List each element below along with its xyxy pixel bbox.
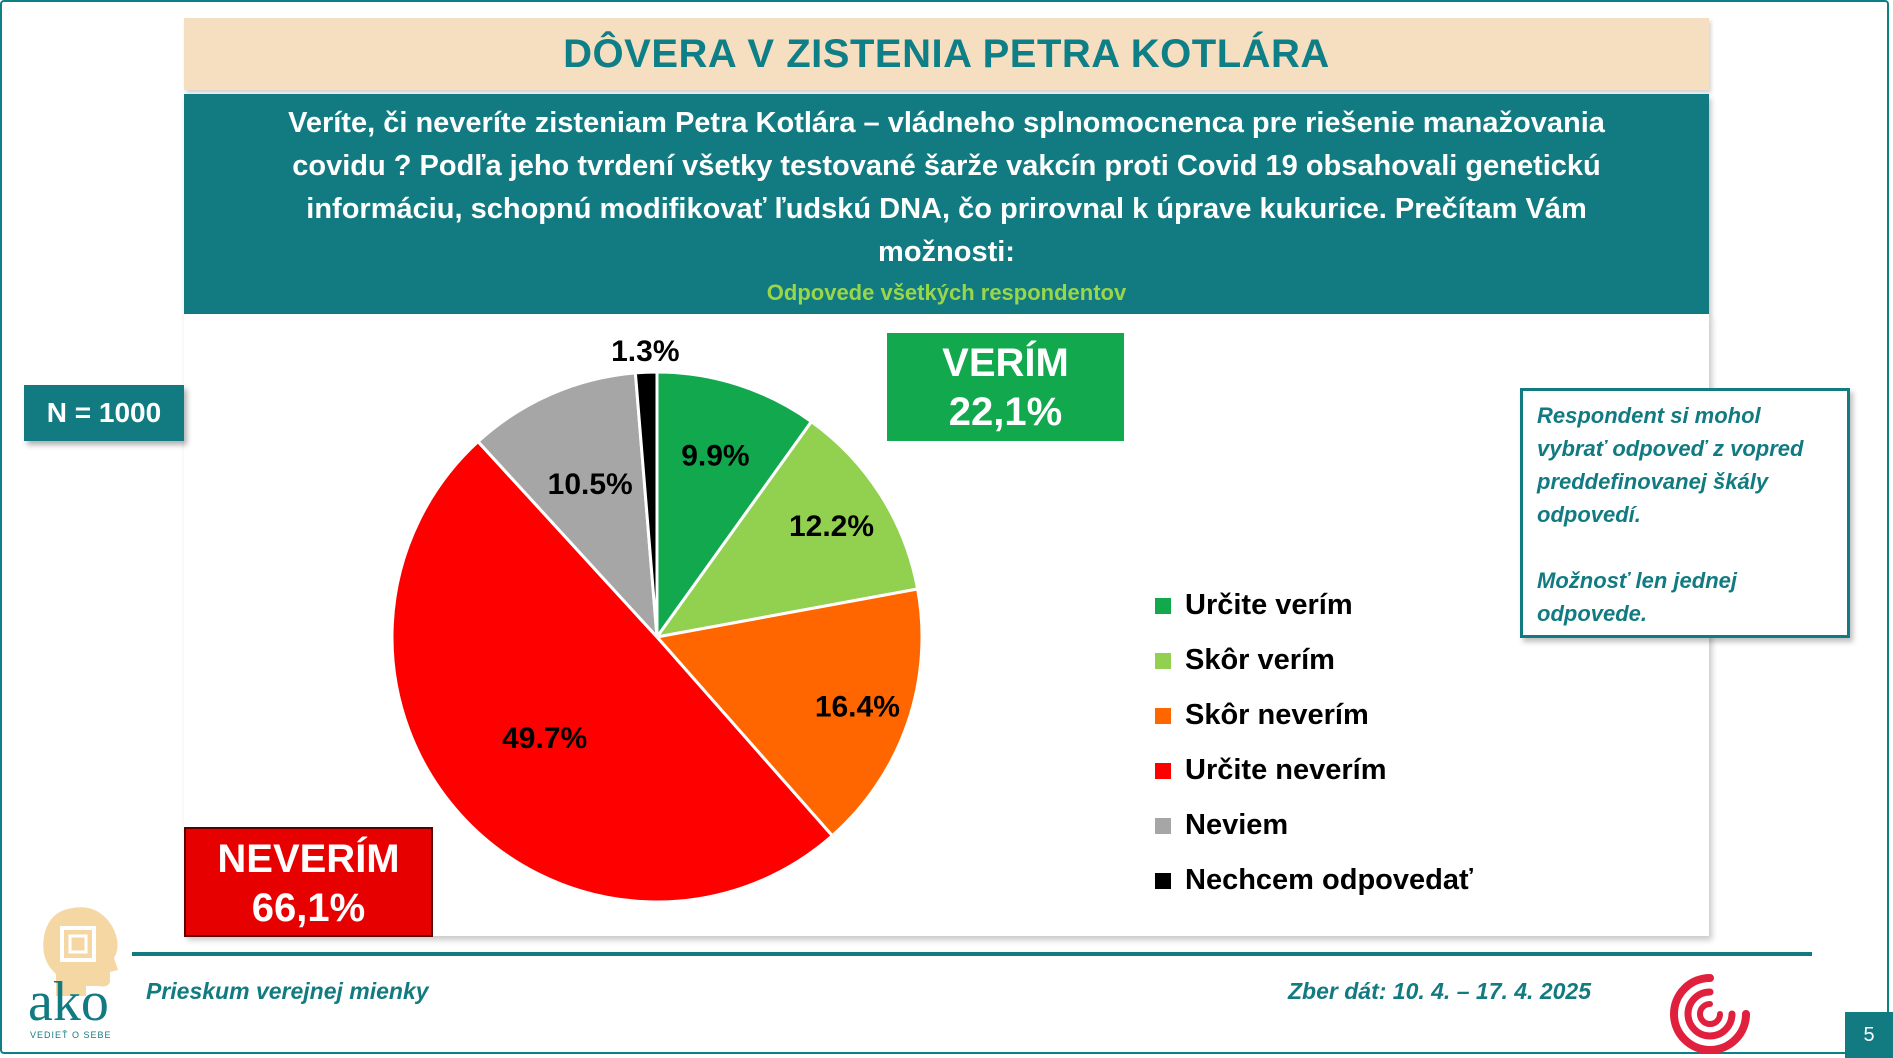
verim-value: 22,1% bbox=[948, 390, 1063, 434]
chart-legend: Určite verím Skôr verím Skôr neverím Určite… bbox=[1155, 578, 1473, 908]
legend-swatch bbox=[1155, 707, 1171, 724]
legend-swatch bbox=[1155, 817, 1171, 834]
ako-logo-text: ako bbox=[28, 971, 109, 1033]
legend-swatch bbox=[1155, 872, 1171, 889]
neverim-label: NEVERÍM bbox=[217, 837, 400, 881]
title-bar: DÔVERA V ZISTENIA PETRA KOTLÁRA bbox=[184, 18, 1709, 90]
ako-logo-icon bbox=[43, 907, 119, 996]
pie-label-4: 49.7% bbox=[502, 722, 587, 755]
question-subtitle: Odpovede všetkých respondentov bbox=[766, 280, 1127, 305]
legend-swatch bbox=[1155, 762, 1171, 779]
neverim-summary-box: NEVERÍM 66,1% bbox=[184, 827, 433, 937]
note-line-1: Respondent si mohol vybrať odpoveď z vop… bbox=[1537, 403, 1804, 527]
legend-item: Nechcem odpovedať bbox=[1155, 853, 1473, 908]
legend-item: Určite neverím bbox=[1155, 743, 1473, 798]
footer-divider bbox=[132, 952, 1812, 956]
legend-label: Určite neverím bbox=[1185, 754, 1387, 786]
legend-item: Skôr verím bbox=[1155, 633, 1473, 688]
question-text: Veríte, či neveríte zisteniam Petra Kotl… bbox=[288, 107, 1605, 268]
ako-logo-tagline: VEDIEŤ O SEBE bbox=[30, 1030, 112, 1040]
legend-label: Skôr neverím bbox=[1185, 699, 1369, 731]
pie-slice-2 bbox=[653, 419, 920, 640]
pie-slice-4 bbox=[390, 439, 835, 904]
pie-slice-5 bbox=[475, 371, 659, 642]
page-number: 5 bbox=[1845, 1012, 1893, 1058]
pie-label-5: 10.5% bbox=[548, 468, 633, 501]
legend-item: Neviem bbox=[1155, 798, 1473, 853]
verim-label: VERÍM bbox=[942, 341, 1069, 385]
pie-label-3: 16.4% bbox=[815, 690, 900, 723]
footer-survey-label: Prieskum verejnej mienky bbox=[146, 978, 429, 1004]
pie-slice-1 bbox=[655, 370, 814, 642]
question-box: Veríte, či neveríte zisteniam Petra Kotl… bbox=[184, 94, 1709, 314]
legend-label: Nechcem odpovedať bbox=[1185, 864, 1473, 896]
page-title: DÔVERA V ZISTENIA PETRA KOTLÁRA bbox=[563, 31, 1330, 76]
pie-slice-3 bbox=[654, 587, 924, 838]
pie-label-2: 12.2% bbox=[789, 510, 874, 543]
verim-summary-box: VERÍM 22,1% bbox=[887, 333, 1124, 441]
legend-label: Skôr verím bbox=[1185, 644, 1335, 676]
legend-swatch bbox=[1155, 597, 1171, 614]
neverim-value: 66,1% bbox=[251, 886, 366, 930]
note-line-2: Možnosť len jednej odpovede. bbox=[1537, 568, 1737, 626]
legend-item: Určite verím bbox=[1155, 578, 1473, 633]
legend-label: Určite verím bbox=[1185, 589, 1353, 621]
spiral-logo-icon bbox=[1670, 974, 1750, 1054]
legend-label: Neviem bbox=[1185, 809, 1289, 841]
pie-label-1: 9.9% bbox=[681, 439, 749, 472]
pie-label-6: 1.3% bbox=[611, 335, 679, 368]
pie-slice-6 bbox=[633, 370, 659, 638]
legend-item: Skôr neverím bbox=[1155, 688, 1473, 743]
sample-size-badge: N = 1000 bbox=[24, 385, 184, 441]
methodology-note: Respondent si mohol vybrať odpoveď z vop… bbox=[1520, 388, 1850, 638]
legend-swatch bbox=[1155, 652, 1171, 669]
footer-date-range: Zber dát: 10. 4. – 17. 4. 2025 bbox=[1288, 978, 1591, 1004]
